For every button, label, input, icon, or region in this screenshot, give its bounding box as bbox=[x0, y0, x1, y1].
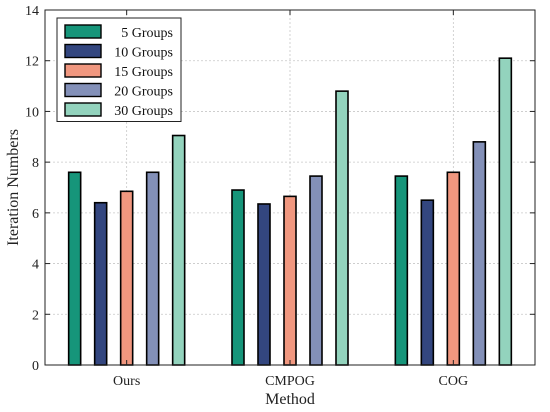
legend-swatch bbox=[64, 63, 102, 78]
bar bbox=[394, 175, 409, 366]
bar bbox=[145, 171, 160, 366]
legend-swatch bbox=[64, 43, 102, 59]
bar bbox=[171, 134, 186, 366]
y-tick-label: 6 bbox=[32, 207, 39, 222]
x-tick-label: Ours bbox=[113, 374, 140, 389]
bar bbox=[119, 190, 134, 366]
legend-label: 20 Groups bbox=[114, 85, 173, 100]
legend-label: 30 Groups bbox=[114, 104, 173, 119]
bar bbox=[257, 203, 271, 366]
y-axis-ticks: 0 2 4 6 8 10 12 14 bbox=[25, 4, 535, 374]
bar bbox=[472, 141, 487, 366]
x-tick-label: COG bbox=[439, 374, 469, 389]
y-tick-label: 2 bbox=[32, 308, 39, 323]
bar bbox=[420, 199, 435, 366]
bar bbox=[93, 201, 108, 366]
legend-label: 15 Groups bbox=[114, 65, 173, 80]
y-tick-label: 14 bbox=[25, 4, 39, 19]
legend-swatch bbox=[64, 82, 102, 98]
y-tick-label: 8 bbox=[32, 156, 39, 171]
y-tick-label: 10 bbox=[25, 105, 39, 120]
legend-swatch bbox=[64, 102, 102, 117]
legend-label: 5 Groups bbox=[121, 26, 173, 41]
x-axis-label: Method bbox=[265, 391, 315, 408]
y-tick-label: 4 bbox=[32, 258, 39, 273]
x-tick-label: CMPOG bbox=[265, 374, 315, 389]
bar bbox=[283, 195, 297, 366]
x-axis-ticks: Ours CMPOG COG bbox=[113, 10, 468, 389]
y-axis-label: Iteration Numbers bbox=[5, 129, 22, 246]
bar bbox=[335, 90, 349, 366]
legend-swatch bbox=[64, 24, 102, 39]
bar bbox=[231, 189, 245, 366]
bar bbox=[309, 175, 323, 366]
y-tick-label: 0 bbox=[32, 359, 39, 374]
bar bbox=[498, 57, 513, 366]
legend: 5 Groups 10 Groups 15 Groups 20 Groups 30 Gr… bbox=[56, 17, 182, 122]
legend-label: 10 Groups bbox=[114, 46, 173, 61]
y-tick-label: 12 bbox=[25, 55, 39, 70]
bar bbox=[446, 171, 461, 366]
bar bbox=[67, 171, 82, 366]
